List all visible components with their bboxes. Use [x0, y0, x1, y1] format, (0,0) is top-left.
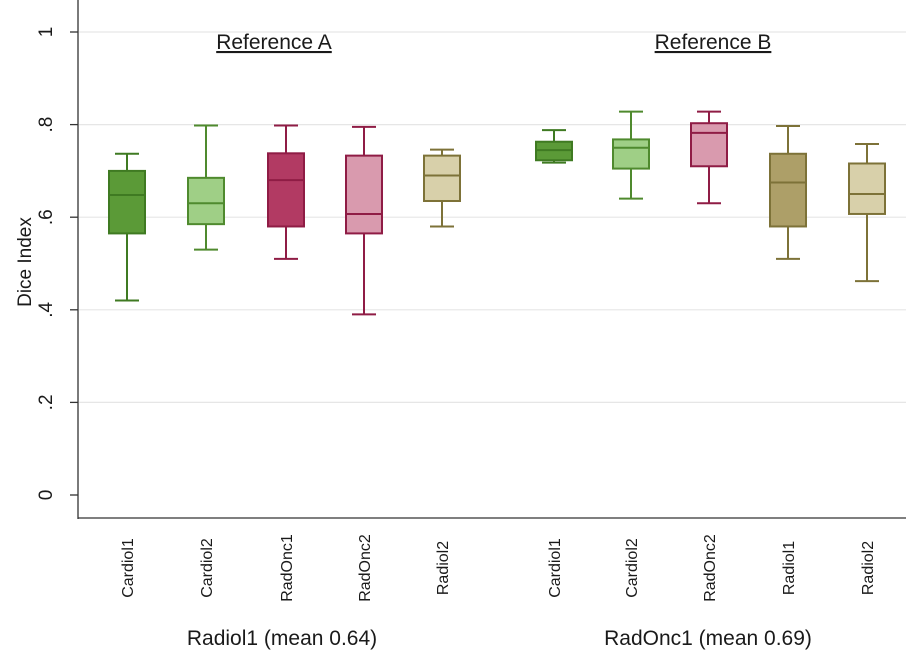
panel-title: Reference B — [655, 31, 772, 54]
group-label: RadOnc1 (mean 0.69) — [604, 627, 812, 650]
category-label: RadOnc2 — [702, 534, 719, 602]
iqr-box — [423, 154, 461, 202]
group-labels: Radiol1 (mean 0.64) RadOnc1 (mean 0.69) — [187, 627, 812, 650]
iqr-box — [345, 154, 383, 235]
category-label: Radiol2 — [860, 541, 877, 595]
box-radiol2 — [848, 143, 886, 283]
y-tick-label: .2 — [36, 394, 57, 410]
group-label: Radiol1 (mean 0.64) — [187, 627, 377, 650]
category-label: Cardiol2 — [624, 538, 641, 598]
box-series — [108, 110, 886, 316]
box-radonc1 — [267, 124, 305, 260]
iqr-box — [769, 152, 807, 228]
box-cardiol1 — [108, 152, 146, 302]
category-label: Cardiol2 — [199, 538, 216, 598]
box-cardiol2 — [187, 124, 225, 251]
category-label: Cardiol1 — [120, 538, 137, 598]
box-radiol1 — [769, 124, 807, 260]
box-radonc2 — [690, 110, 728, 205]
box-cardiol2 — [612, 110, 650, 200]
category-label: RadOnc1 — [279, 534, 296, 602]
y-tick-label: .6 — [36, 209, 57, 225]
y-axis-ticks: 0 .2 .4 .6 .8 1 — [36, 27, 78, 501]
category-label: Radiol1 — [781, 541, 798, 595]
iqr-box — [690, 122, 728, 168]
box-radiol2 — [423, 148, 461, 228]
y-tick-label: 1 — [36, 27, 57, 38]
box-cardiol1 — [535, 129, 573, 164]
category-label: RadOnc2 — [357, 534, 374, 602]
panel-title: Reference A — [216, 31, 332, 54]
category-label: Radiol2 — [435, 541, 452, 595]
iqr-box — [267, 152, 305, 228]
y-tick-label: .4 — [36, 301, 57, 317]
category-labels: Cardiol1 Cardiol2 RadOnc1 RadOnc2 Radiol2 Car… — [120, 534, 877, 602]
iqr-box — [108, 169, 146, 235]
category-label: Cardiol1 — [547, 538, 564, 598]
iqr-box — [612, 138, 650, 170]
iqr-box — [187, 176, 225, 226]
panel-titles: Reference A Reference B — [216, 31, 771, 54]
y-axis-title: Dice Index — [15, 217, 36, 307]
y-tick-label: .8 — [36, 117, 57, 133]
box-radonc2 — [345, 125, 383, 316]
plot-background — [78, 0, 906, 518]
iqr-box — [848, 162, 886, 215]
y-tick-label: 0 — [36, 490, 57, 501]
